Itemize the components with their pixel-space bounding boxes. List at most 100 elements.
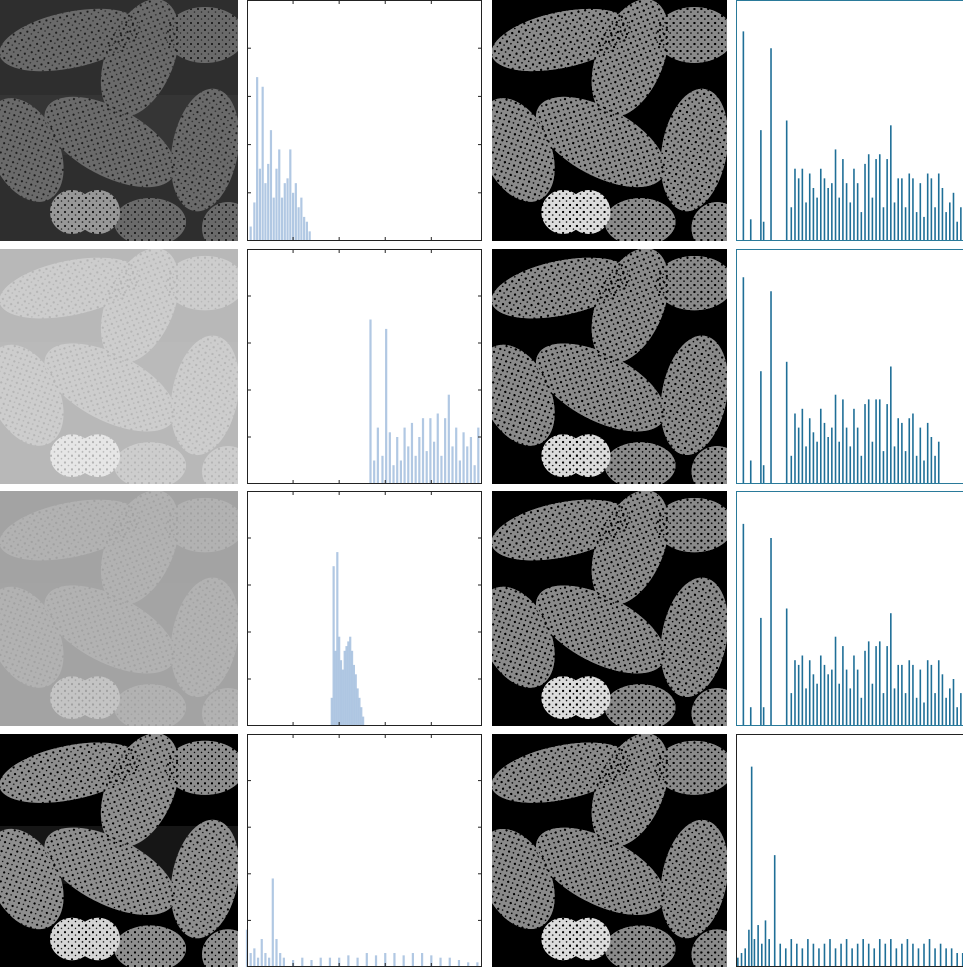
histogram-bar [440,455,443,484]
histogram-bar [358,697,361,726]
histogram-bar [458,460,461,484]
histogram-bar [420,953,424,967]
histogram-bar [294,183,297,241]
image [0,722,254,967]
image [463,237,742,497]
histogram-bar [425,451,428,484]
histogram-bar [275,168,278,241]
histogram-bar [300,197,303,241]
histogram-bar [373,460,376,484]
histogram-bar [393,953,396,967]
histogram-bar [467,962,470,967]
histogram-bar [399,460,403,484]
plot-area [736,734,963,967]
histogram-bar [376,427,379,484]
histogram-bar [451,446,454,484]
histogram-bar [384,953,387,967]
histogram-bar [448,957,451,967]
histogram-bar [347,641,350,726]
histogram-bar [473,465,476,484]
plot-frame [736,249,963,484]
histogram-bar [444,418,447,484]
plot-area [247,249,482,484]
histogram-bar [411,953,414,967]
histogram-bar [403,427,406,484]
histogram-bar [436,413,439,484]
histogram-bar [272,197,275,241]
histogram-bar [343,650,346,726]
histogram-bar [275,939,278,967]
image [0,0,254,254]
histogram-bar [365,953,368,967]
histogram-bar [264,953,267,967]
histogram-bar [278,149,281,241]
histogram-bar [249,226,252,241]
histogram-bar [477,427,480,484]
plot-frame [736,0,963,241]
histogram-bar [283,183,286,241]
histogram-bar [279,953,282,967]
histogram-bar [349,636,352,726]
histogram-bar [381,455,384,484]
histogram-bar [297,207,300,241]
histogram-bar [462,432,465,484]
histogram-bar [289,149,292,241]
histogram-bar [256,77,259,242]
plot-area [736,491,963,726]
histogram-bar [291,192,295,241]
histogram-bar [328,957,332,967]
histogram-bar [354,674,357,726]
histogram-bar [374,955,378,967]
histogram-bar [338,636,341,726]
histogram-bar [256,957,260,967]
histogram-bar [392,465,395,484]
histogram-bar [267,163,270,241]
histogram-bar [455,427,458,484]
histogram-bar [396,437,399,484]
histogram-bar [439,957,442,967]
histogram-bar [476,962,479,967]
image [0,237,254,497]
histogram-bar [421,418,425,484]
image [463,479,742,739]
histogram-bar [319,957,322,967]
histogram-bar [356,688,359,726]
histogram-bar [402,955,405,967]
plot-frame [736,491,963,726]
histogram-bar [334,650,337,726]
histogram-bar [356,957,359,967]
histogram-bar [258,168,262,241]
plot-area [736,249,963,484]
histogram-bar [466,446,469,484]
histogram-bar [310,960,313,967]
histogram-bar [253,948,256,967]
plot-area [736,0,963,241]
histogram-bar [388,432,391,484]
image [463,0,742,254]
histogram-bar [469,437,473,484]
histogram-bar [308,231,311,241]
histogram-bar [385,328,388,484]
histogram-bar [407,446,410,484]
histogram-bar [350,650,354,726]
plot-area [247,491,482,726]
histogram-bar [303,216,306,241]
histogram-bar [352,664,356,726]
histogram-bar [345,646,348,726]
histogram-bar [362,716,365,726]
histogram-bar [429,418,432,484]
histogram-bar [330,697,333,726]
histogram-bar [457,960,461,967]
histogram-bar [430,955,433,967]
plot-frame [247,491,482,726]
histogram-bar [264,183,267,241]
histogram-bar [286,178,289,241]
histogram-bar [414,455,417,484]
histogram-bar [410,422,414,484]
plot-frame [247,249,482,484]
histogram-bar [280,197,284,241]
histogram-bar [249,953,252,967]
histogram-bar [341,669,344,726]
histogram-bar [305,221,309,241]
